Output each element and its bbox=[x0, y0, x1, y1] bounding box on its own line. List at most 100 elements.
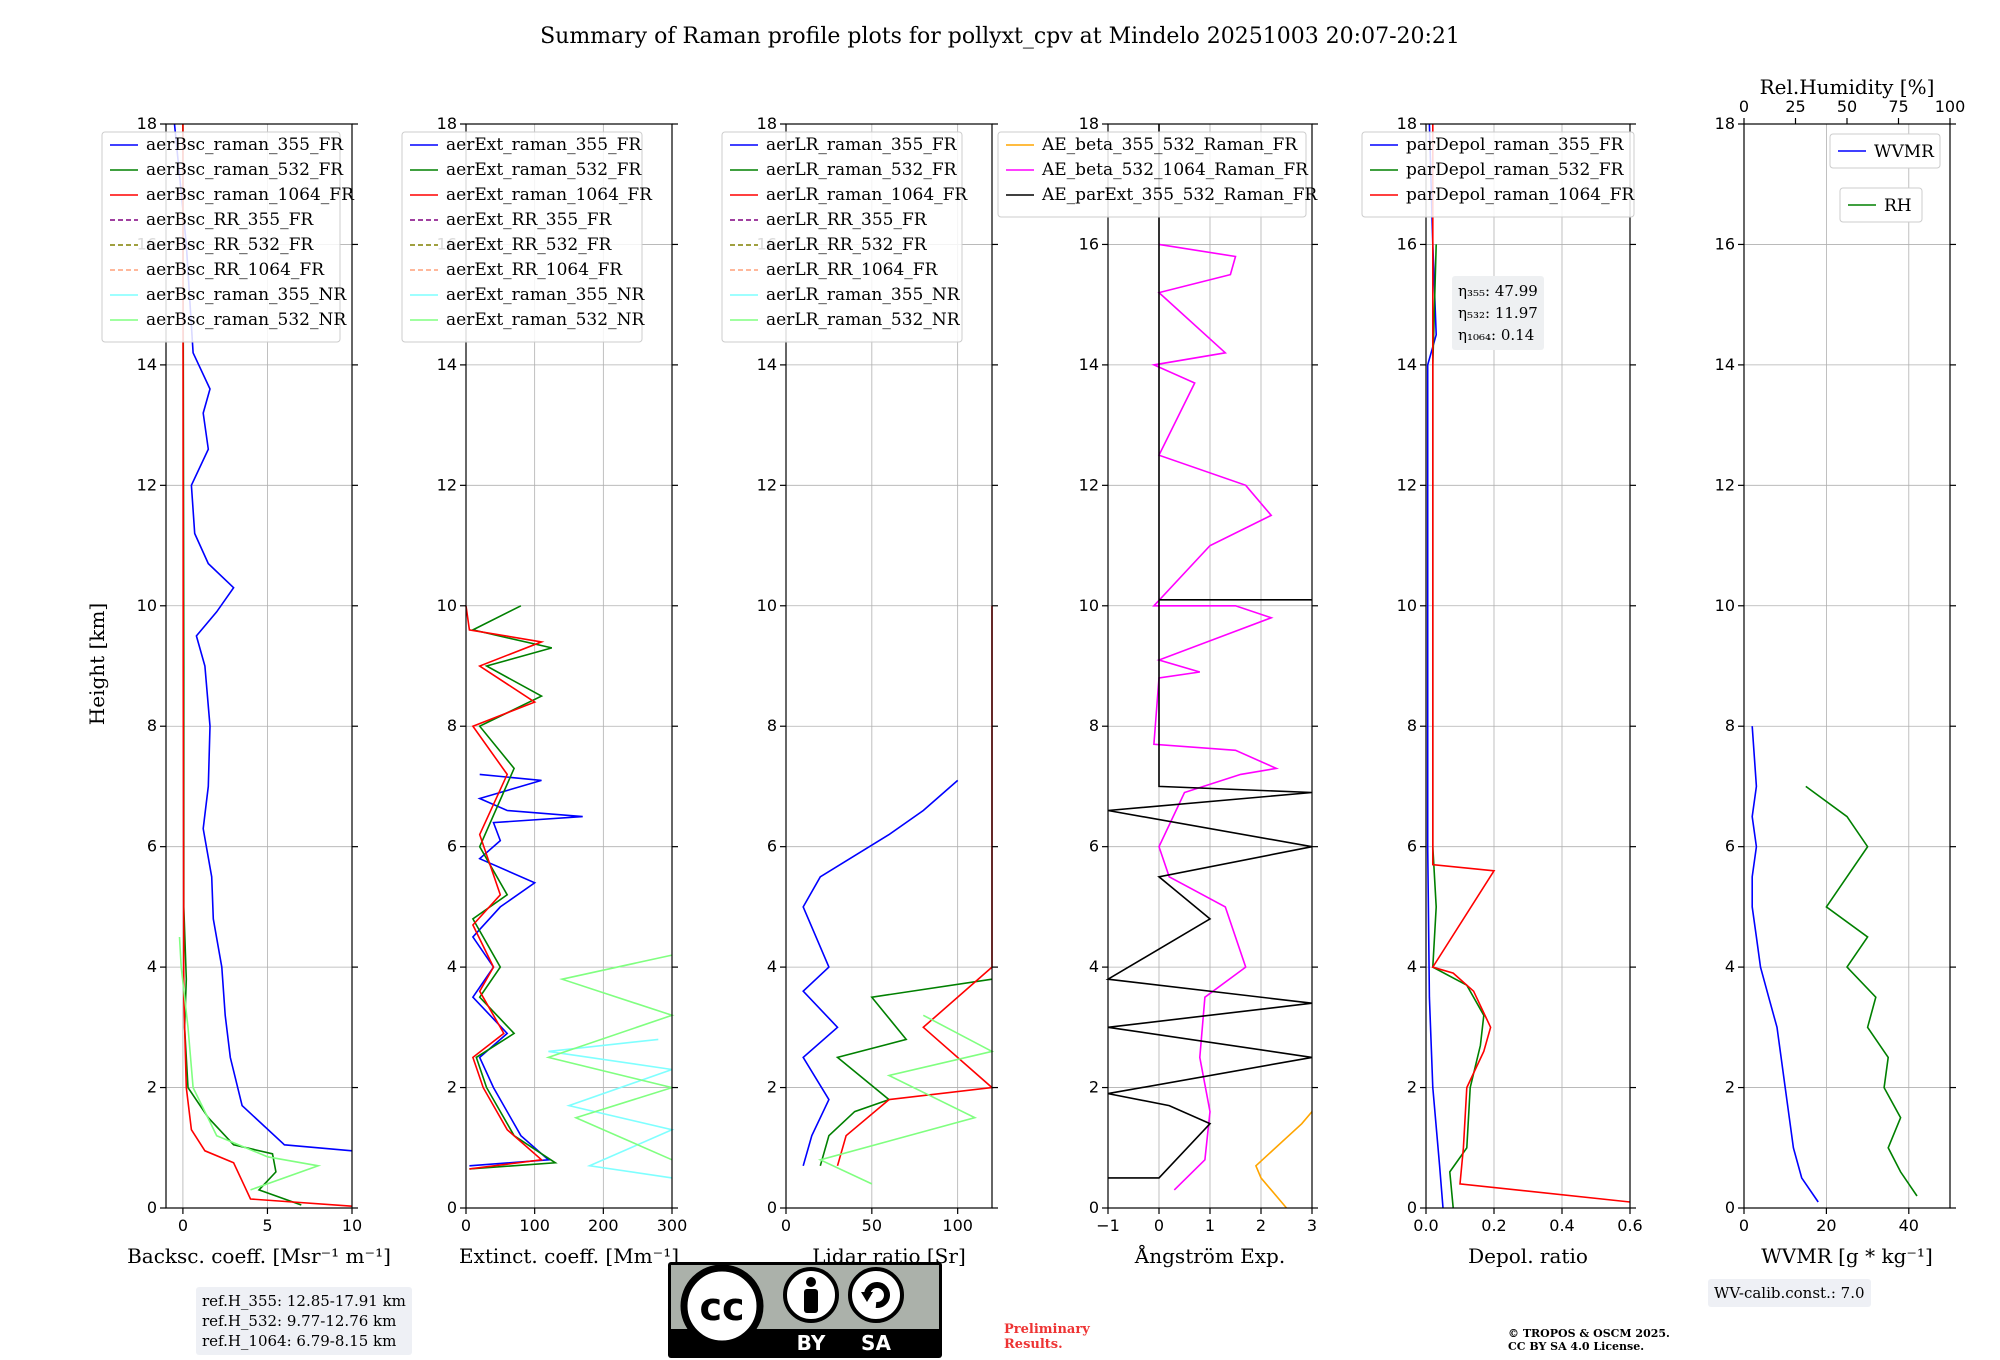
series-line-parDepol_raman_355_FR bbox=[1426, 123, 1444, 1209]
y-tick-label: 6 bbox=[1089, 837, 1099, 856]
x-tick-label: 100 bbox=[942, 1216, 973, 1235]
panel-3: 024681012141618050100Lidar ratio [Sr]aer… bbox=[721, 114, 998, 1268]
y-tick-label: 18 bbox=[1079, 114, 1099, 133]
legend-entry: aerExt_raman_532_NR bbox=[446, 310, 645, 330]
y-tick-label: 18 bbox=[137, 114, 157, 133]
series-line-aerExt_raman_1064_FR bbox=[465, 605, 545, 1170]
reference-height-box: ref.H_355: 12.85-17.91 km ref.H_532: 9.7… bbox=[196, 1287, 412, 1355]
x-tick-label: 0.4 bbox=[1549, 1216, 1574, 1235]
y-tick-label: 0 bbox=[767, 1198, 777, 1217]
wv-calibration-box: WV-calib.const.: 7.0 bbox=[1708, 1279, 1871, 1307]
legend: aerBsc_raman_355_FR aerBsc_raman_532_FRae… bbox=[101, 131, 355, 343]
top-x-tick-label: 100 bbox=[1935, 97, 1966, 116]
y-tick-label: 0 bbox=[147, 1198, 157, 1217]
y-tick-label: 8 bbox=[447, 716, 457, 735]
legend: WVMR bbox=[1829, 133, 1941, 169]
legend-entry: parDepol_raman_532_FR bbox=[1406, 160, 1625, 180]
top-x-tick-label: 25 bbox=[1785, 97, 1805, 116]
x-tick-label: 50 bbox=[862, 1216, 882, 1235]
y-tick-label: 8 bbox=[1407, 716, 1417, 735]
plot-frame bbox=[465, 123, 673, 1209]
y-tick-label: 14 bbox=[1715, 355, 1735, 374]
panel-2: 0246810121416180100200300Extinct. coeff.… bbox=[401, 114, 687, 1268]
person-body bbox=[804, 1289, 818, 1313]
y-tick-label: 8 bbox=[1725, 716, 1735, 735]
series-line-aerLR_raman_532_FR bbox=[819, 978, 993, 1167]
legend-entry: aerLR_RR_532_FR bbox=[766, 235, 928, 255]
y-tick-label: 14 bbox=[757, 355, 777, 374]
series-line-WVMR bbox=[1751, 726, 1819, 1203]
y-tick-label: 18 bbox=[1715, 114, 1735, 133]
y-tick-label: 10 bbox=[437, 596, 457, 615]
eta-355: η₃₅₅: 47.99 bbox=[1458, 282, 1538, 300]
legend-entry: parDepol_raman_355_FR bbox=[1406, 135, 1625, 155]
legend: parDepol_raman_355_FR parDepol_raman_532_… bbox=[1361, 131, 1635, 218]
cc-label: cc bbox=[699, 1285, 744, 1329]
legend: RH bbox=[1839, 187, 1923, 223]
x-tick-label: 5 bbox=[262, 1216, 272, 1235]
y-tick-label: 12 bbox=[757, 475, 777, 494]
top-x-tick-label: 75 bbox=[1888, 97, 1908, 116]
legend-entry: aerExt_RR_355_FR bbox=[446, 210, 612, 230]
legend: aerLR_raman_355_FR aerLR_raman_532_FR aerL… bbox=[721, 131, 968, 343]
y-tick-label: 10 bbox=[757, 596, 777, 615]
cc-by-sa-badge: cc BY SA bbox=[668, 1262, 942, 1358]
legend-entry: aerLR_raman_532_NR bbox=[766, 310, 961, 330]
x-axis-label: Extinct. coeff. [Mm⁻¹] bbox=[459, 1244, 679, 1268]
eta-1064: η₁₀₆₄: 0.14 bbox=[1458, 326, 1535, 344]
y-tick-label: 18 bbox=[1397, 114, 1417, 133]
y-tick-label: 6 bbox=[447, 837, 457, 856]
person-head bbox=[806, 1277, 816, 1287]
ref-height-355: ref.H_355: 12.85-17.91 km bbox=[202, 1292, 406, 1310]
y-tick-label: 14 bbox=[137, 355, 157, 374]
y-axis-label: Height [km] bbox=[85, 603, 109, 725]
x-tick-label: 0 bbox=[1154, 1216, 1164, 1235]
y-tick-label: 4 bbox=[1725, 957, 1735, 976]
copyright-note: © TROPOS & OSCM 2025. CC BY SA 4.0 Licen… bbox=[1508, 1327, 1670, 1353]
series-line-aerBsc_raman_355_FR bbox=[173, 123, 353, 1152]
legend-box bbox=[1839, 187, 1923, 223]
series-line-aerBsc_raman_1064_FR bbox=[182, 123, 353, 1207]
y-tick-label: 16 bbox=[1397, 234, 1417, 253]
legend-entry: aerLR_raman_1064_FR bbox=[766, 185, 968, 205]
preliminary-results-note: Preliminary Results. bbox=[1004, 1322, 1090, 1352]
plot-frame bbox=[1743, 123, 1951, 1209]
legend-entry: aerExt_RR_1064_FR bbox=[446, 260, 623, 280]
y-tick-label: 14 bbox=[437, 355, 457, 374]
legend-entry: RH bbox=[1884, 196, 1912, 216]
y-tick-label: 8 bbox=[1089, 716, 1099, 735]
legend-entry: aerBsc_RR_355_FR bbox=[146, 210, 314, 230]
ref-height-1064: ref.H_1064: 6.79-8.15 km bbox=[202, 1332, 397, 1350]
x-axis-label: Depol. ratio bbox=[1468, 1244, 1588, 1268]
y-tick-label: 4 bbox=[1089, 957, 1099, 976]
series-line-AE_beta_532_1064_Raman_FR bbox=[1151, 243, 1280, 1191]
legend-box bbox=[997, 131, 1307, 218]
panel-5: 0 2 4 6 8 10 12 14 16 18 0.0 0.2 0.4 0.6 Depol. ratio p… bbox=[1361, 114, 1643, 1268]
panels-layer: 0246810121416180510Backsc. coeff. [Msr⁻¹… bbox=[101, 75, 1966, 1268]
y-tick-label: 18 bbox=[757, 114, 777, 133]
y-tick-label: 4 bbox=[447, 957, 457, 976]
eta-calibration-box: η₃₅₅: 47.99 η₅₃₂: 11.97 η₁₀₆₄: 0.14 bbox=[1452, 276, 1544, 350]
prelim-line-2: Results. bbox=[1004, 1337, 1063, 1352]
legend-entry: aerBsc_raman_1064_FR bbox=[146, 185, 355, 205]
y-tick-label: 4 bbox=[767, 957, 777, 976]
copyright-line-1: © TROPOS & OSCM 2025. bbox=[1508, 1327, 1670, 1340]
x-tick-label: 0 bbox=[461, 1216, 471, 1235]
y-tick-label: 10 bbox=[137, 596, 157, 615]
legend-entry: parDepol_raman_1064_FR bbox=[1406, 185, 1635, 205]
y-tick-label: 2 bbox=[767, 1078, 777, 1097]
x-tick-label: −1 bbox=[1096, 1216, 1120, 1235]
y-tick-label: 0 bbox=[447, 1198, 457, 1217]
x-tick-label: 1 bbox=[1205, 1216, 1215, 1235]
y-tick-label: 6 bbox=[767, 837, 777, 856]
legend-entry: aerExt_RR_532_FR bbox=[446, 235, 612, 255]
plot-frame bbox=[1425, 123, 1631, 1209]
y-tick-label: 2 bbox=[1089, 1078, 1099, 1097]
y-tick-label: 8 bbox=[147, 716, 157, 735]
y-tick-label: 18 bbox=[437, 114, 457, 133]
x-axis-label: Ångström Exp. bbox=[1134, 1243, 1285, 1268]
eta-532: η₅₃₂: 11.97 bbox=[1458, 304, 1538, 322]
y-tick-label: 10 bbox=[1397, 596, 1417, 615]
legend-entry: aerBsc_raman_355_FR bbox=[146, 135, 344, 155]
